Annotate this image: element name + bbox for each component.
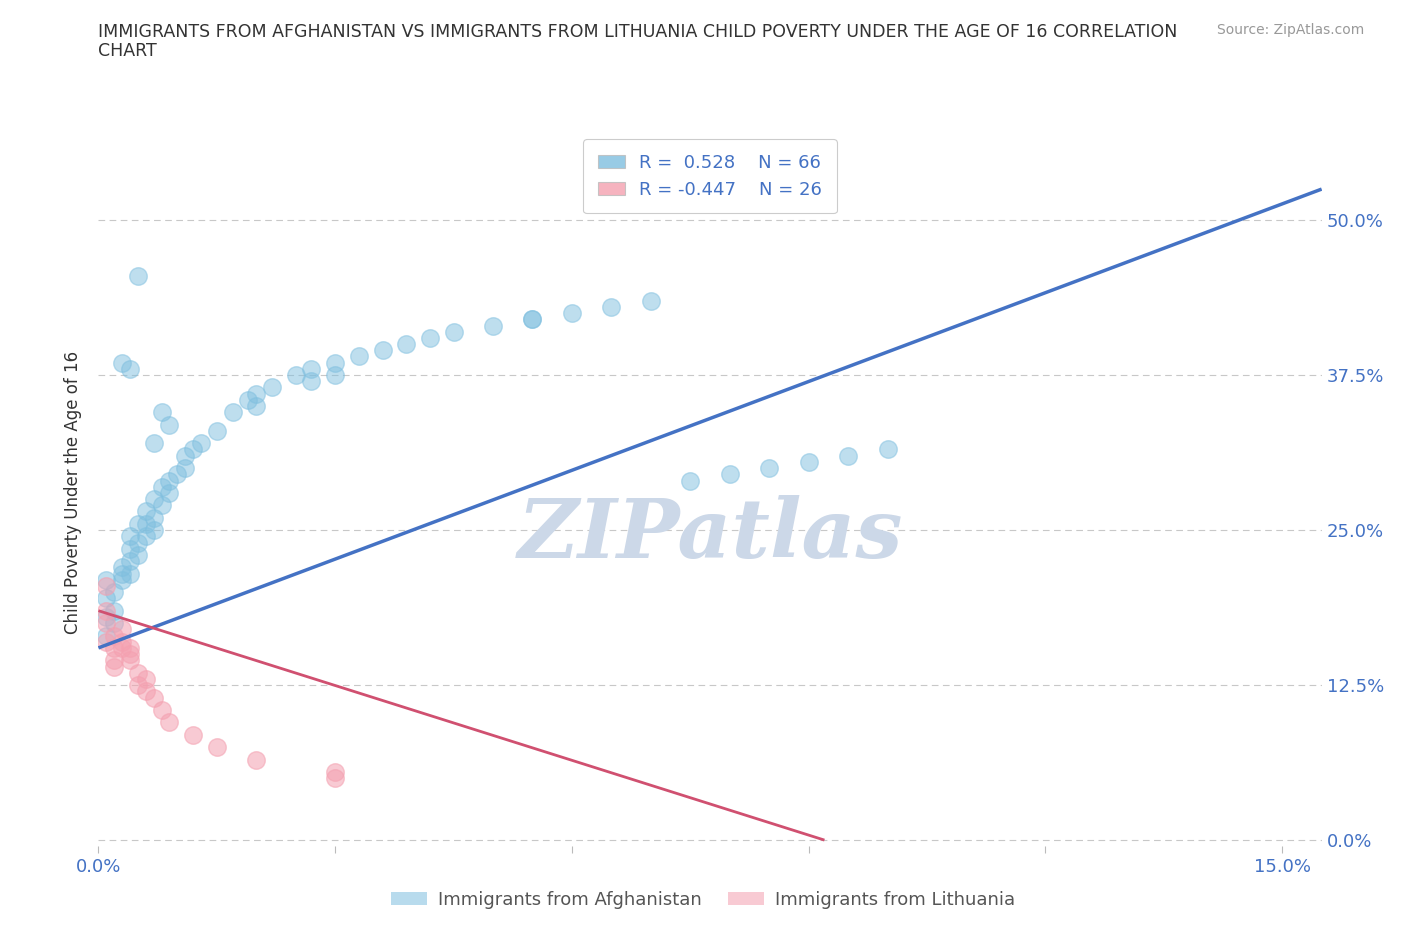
Point: [876, 442, 898, 457]
Legend: R =  0.528    N = 66, R = -0.447    N = 26: R = 0.528 N = 66, R = -0.447 N = 26: [583, 140, 837, 213]
Point: [103, 604, 125, 618]
Point: [159, 473, 181, 488]
Point: [718, 467, 741, 482]
Point: [159, 418, 181, 432]
Point: [205, 423, 228, 438]
Point: [118, 646, 141, 661]
Point: [135, 671, 157, 686]
Point: [111, 560, 134, 575]
Point: [371, 343, 394, 358]
Point: [166, 467, 188, 482]
Point: [245, 386, 267, 401]
Point: [103, 641, 125, 656]
Point: [96, 591, 118, 605]
Point: [103, 628, 125, 643]
Legend: Immigrants from Afghanistan, Immigrants from Lithuania: Immigrants from Afghanistan, Immigrants …: [384, 884, 1022, 916]
Point: [142, 523, 165, 538]
Point: [118, 566, 141, 581]
Point: [797, 455, 820, 470]
Point: [419, 330, 441, 345]
Point: [96, 609, 118, 624]
Point: [103, 616, 125, 631]
Point: [159, 715, 181, 730]
Point: [238, 392, 260, 407]
Y-axis label: Child Poverty Under the Age of 16: Child Poverty Under the Age of 16: [65, 352, 83, 634]
Point: [323, 367, 346, 382]
Point: [395, 337, 418, 352]
Point: [111, 355, 134, 370]
Point: [245, 399, 267, 414]
Point: [482, 318, 505, 333]
Point: [679, 473, 702, 488]
Point: [600, 299, 623, 314]
Text: CHART: CHART: [98, 42, 157, 60]
Point: [111, 566, 134, 581]
Point: [190, 436, 212, 451]
Point: [127, 269, 149, 284]
Point: [111, 572, 134, 587]
Point: [522, 312, 544, 326]
Point: [96, 616, 118, 631]
Point: [135, 684, 157, 698]
Text: IMMIGRANTS FROM AFGHANISTAN VS IMMIGRANTS FROM LITHUANIA CHILD POVERTY UNDER THE: IMMIGRANTS FROM AFGHANISTAN VS IMMIGRANT…: [98, 23, 1178, 41]
Point: [96, 628, 118, 643]
Point: [323, 764, 346, 779]
Point: [640, 293, 662, 308]
Point: [181, 727, 204, 742]
Point: [260, 380, 283, 395]
Point: [111, 622, 134, 637]
Point: [284, 367, 307, 382]
Point: [150, 405, 173, 419]
Point: [174, 460, 197, 475]
Point: [181, 442, 204, 457]
Point: [135, 504, 157, 519]
Point: [142, 436, 165, 451]
Point: [159, 485, 181, 500]
Point: [118, 541, 141, 556]
Point: [135, 516, 157, 531]
Point: [142, 492, 165, 507]
Point: [174, 448, 197, 463]
Point: [118, 529, 141, 544]
Point: [758, 460, 780, 475]
Point: [127, 665, 149, 680]
Point: [111, 641, 134, 656]
Point: [142, 690, 165, 705]
Point: [142, 511, 165, 525]
Point: [205, 739, 228, 754]
Point: [150, 479, 173, 494]
Point: [561, 306, 583, 321]
Point: [103, 653, 125, 668]
Point: [150, 498, 173, 512]
Point: [103, 659, 125, 674]
Point: [522, 312, 544, 326]
Point: [150, 702, 173, 717]
Point: [118, 553, 141, 568]
Point: [127, 535, 149, 550]
Point: [323, 771, 346, 786]
Point: [127, 516, 149, 531]
Point: [127, 678, 149, 693]
Point: [103, 585, 125, 600]
Point: [221, 405, 243, 419]
Point: [135, 529, 157, 544]
Point: [96, 578, 118, 593]
Point: [118, 362, 141, 377]
Point: [127, 548, 149, 563]
Point: [347, 349, 370, 364]
Point: [443, 325, 465, 339]
Point: [118, 653, 141, 668]
Point: [111, 634, 134, 649]
Text: ZIPatlas: ZIPatlas: [517, 496, 903, 576]
Point: [96, 604, 118, 618]
Text: Source: ZipAtlas.com: Source: ZipAtlas.com: [1216, 23, 1364, 37]
Point: [837, 448, 859, 463]
Point: [245, 752, 267, 767]
Point: [301, 374, 323, 389]
Point: [301, 362, 323, 377]
Point: [96, 634, 118, 649]
Point: [323, 355, 346, 370]
Point: [96, 572, 118, 587]
Point: [118, 641, 141, 656]
